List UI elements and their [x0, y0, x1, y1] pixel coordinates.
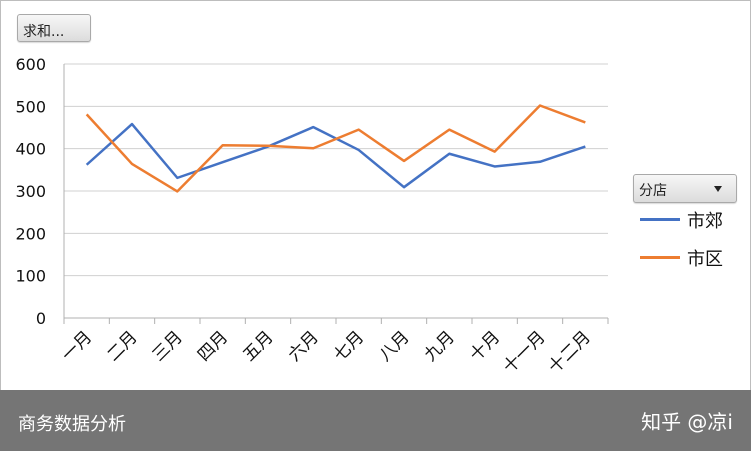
x-tick-label: 四月	[194, 327, 232, 365]
x-tick-label: 九月	[421, 327, 459, 365]
y-tick-label: 100	[15, 267, 46, 286]
x-tick-label: 六月	[285, 327, 323, 365]
x-tick-label: 七月	[330, 327, 368, 365]
y-tick-label: 500	[15, 97, 46, 116]
x-tick-label: 十月	[466, 327, 504, 365]
watermark: 知乎 @凉i	[641, 410, 733, 434]
series-line	[85, 104, 586, 193]
dropdown-arrow-icon[interactable]	[714, 186, 722, 192]
legend-label: 市区	[687, 249, 723, 270]
x-tick-label: 三月	[149, 327, 187, 365]
store-filter-label: 分店	[639, 183, 667, 199]
value-field-button[interactable]: 求和...	[17, 14, 91, 42]
footer-caption: 商务数据分析	[18, 414, 126, 435]
legend-label: 市郊	[687, 211, 723, 232]
legend-swatch	[640, 256, 680, 259]
legend-swatch	[640, 218, 680, 221]
x-tick-label: 十二月	[545, 327, 595, 377]
x-tick-label: 十一月	[499, 327, 549, 377]
y-tick-label: 400	[15, 140, 46, 159]
x-tick-label: 一月	[58, 327, 96, 365]
y-tick-label: 300	[15, 182, 46, 201]
footer-bar: 商务数据分析 知乎 @凉i	[0, 390, 751, 451]
y-tick-label: 600	[15, 55, 46, 74]
store-filter-button[interactable]: 分店	[633, 174, 737, 203]
series-line	[85, 122, 586, 189]
x-tick-label: 八月	[375, 327, 413, 365]
y-tick-label: 0	[36, 309, 46, 328]
x-tick-label: 二月	[103, 327, 141, 365]
y-tick-label: 200	[15, 224, 46, 243]
x-tick-label: 五月	[239, 327, 277, 365]
